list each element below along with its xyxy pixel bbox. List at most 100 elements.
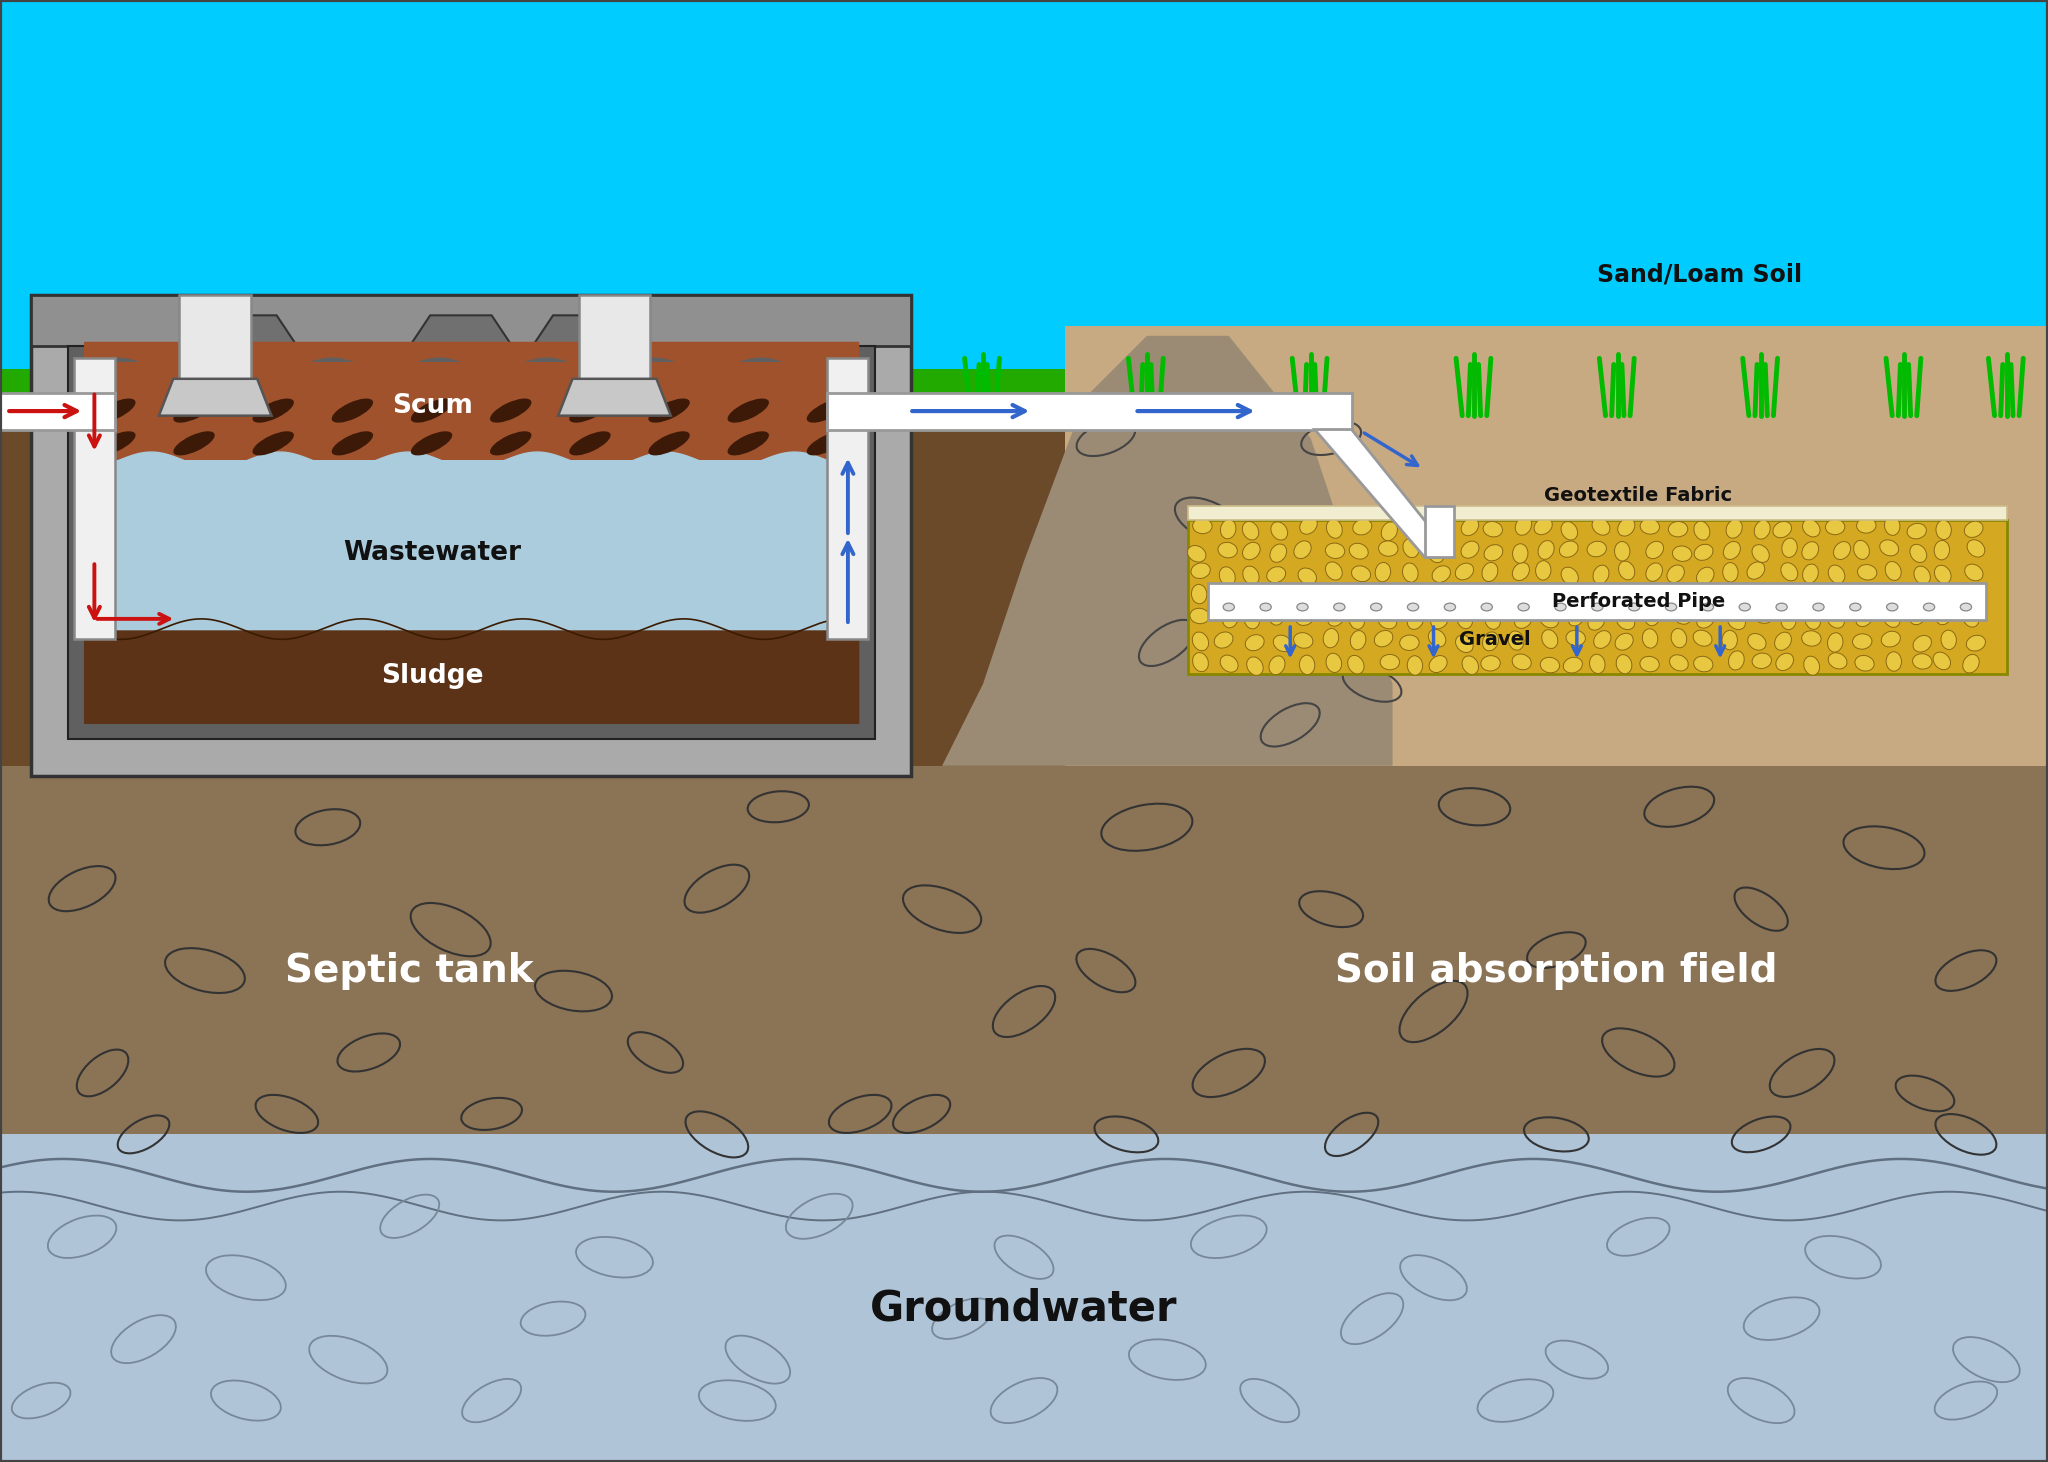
Ellipse shape [1722,541,1741,560]
Ellipse shape [1325,654,1341,673]
Ellipse shape [1378,541,1399,556]
Ellipse shape [1430,655,1448,673]
Ellipse shape [1966,636,1985,651]
Ellipse shape [1374,563,1391,582]
Ellipse shape [1726,519,1743,538]
Bar [827,393,1352,430]
Ellipse shape [1962,608,1978,627]
Ellipse shape [1300,516,1317,534]
Ellipse shape [1260,604,1272,611]
Ellipse shape [1913,636,1931,652]
Ellipse shape [1407,604,1419,611]
Ellipse shape [1673,545,1692,561]
Ellipse shape [1923,604,1935,611]
Ellipse shape [1915,566,1931,585]
Ellipse shape [252,399,295,423]
Ellipse shape [1294,541,1311,558]
Ellipse shape [1647,563,1663,582]
Ellipse shape [1964,564,1982,580]
Ellipse shape [1911,544,1927,563]
Ellipse shape [1827,611,1845,629]
Ellipse shape [1913,654,1931,670]
Polygon shape [532,316,635,346]
Ellipse shape [94,431,135,456]
Ellipse shape [1444,604,1456,611]
Ellipse shape [1190,608,1208,624]
Ellipse shape [1481,655,1501,671]
Ellipse shape [1432,566,1450,582]
Ellipse shape [1380,655,1399,670]
Polygon shape [195,316,297,346]
Ellipse shape [1780,586,1798,604]
Ellipse shape [94,399,135,423]
Ellipse shape [1268,567,1286,583]
Ellipse shape [1192,585,1206,604]
Ellipse shape [1407,586,1425,602]
Ellipse shape [1569,607,1585,626]
Ellipse shape [1456,610,1473,629]
Ellipse shape [1886,561,1901,580]
Ellipse shape [1589,586,1606,605]
Ellipse shape [727,399,768,423]
Ellipse shape [1671,629,1688,648]
Ellipse shape [1188,545,1206,561]
Ellipse shape [1960,604,1972,611]
Ellipse shape [1507,591,1526,607]
Ellipse shape [1243,542,1260,560]
Ellipse shape [1696,567,1714,585]
Ellipse shape [1483,563,1497,582]
Ellipse shape [807,431,848,456]
Ellipse shape [569,399,610,423]
Ellipse shape [1782,538,1798,557]
Ellipse shape [1245,635,1264,651]
Ellipse shape [1747,633,1765,651]
Bar [1188,506,2007,520]
Ellipse shape [1489,589,1503,608]
Polygon shape [1425,506,1454,557]
Ellipse shape [1298,569,1317,585]
Bar [0,0,2048,368]
Bar [31,295,911,346]
Text: Perforated Pipe: Perforated Pipe [1552,592,1724,611]
Bar [84,363,858,459]
Ellipse shape [1591,518,1610,535]
Ellipse shape [1243,610,1260,629]
Ellipse shape [1192,563,1210,579]
Ellipse shape [1722,563,1739,582]
Ellipse shape [1217,585,1233,604]
Ellipse shape [1909,583,1923,604]
Ellipse shape [1294,633,1313,648]
Ellipse shape [1886,604,1898,611]
Ellipse shape [1880,539,1898,556]
Ellipse shape [1538,589,1554,608]
Ellipse shape [1511,563,1530,580]
Ellipse shape [1296,604,1309,611]
Ellipse shape [1827,633,1843,652]
Bar [1188,520,2007,674]
Ellipse shape [1667,564,1683,583]
Ellipse shape [1221,519,1237,539]
Ellipse shape [1430,520,1448,537]
Polygon shape [160,379,272,415]
Ellipse shape [1729,613,1745,630]
Ellipse shape [1460,588,1479,604]
Ellipse shape [1802,519,1821,537]
Ellipse shape [1935,605,1952,624]
Ellipse shape [1642,629,1657,648]
Ellipse shape [1243,585,1262,601]
Ellipse shape [1782,610,1796,630]
Ellipse shape [1427,629,1446,648]
Ellipse shape [1223,604,1235,611]
Ellipse shape [1776,632,1792,651]
Bar [0,1135,2048,1462]
Ellipse shape [1942,630,1956,649]
Ellipse shape [1935,520,1952,539]
Bar [827,358,868,639]
Ellipse shape [727,431,768,456]
Ellipse shape [1593,566,1610,585]
Ellipse shape [1640,656,1659,673]
Ellipse shape [1399,635,1419,651]
Ellipse shape [1559,541,1579,557]
Ellipse shape [1880,588,1896,607]
Ellipse shape [1964,583,1978,602]
